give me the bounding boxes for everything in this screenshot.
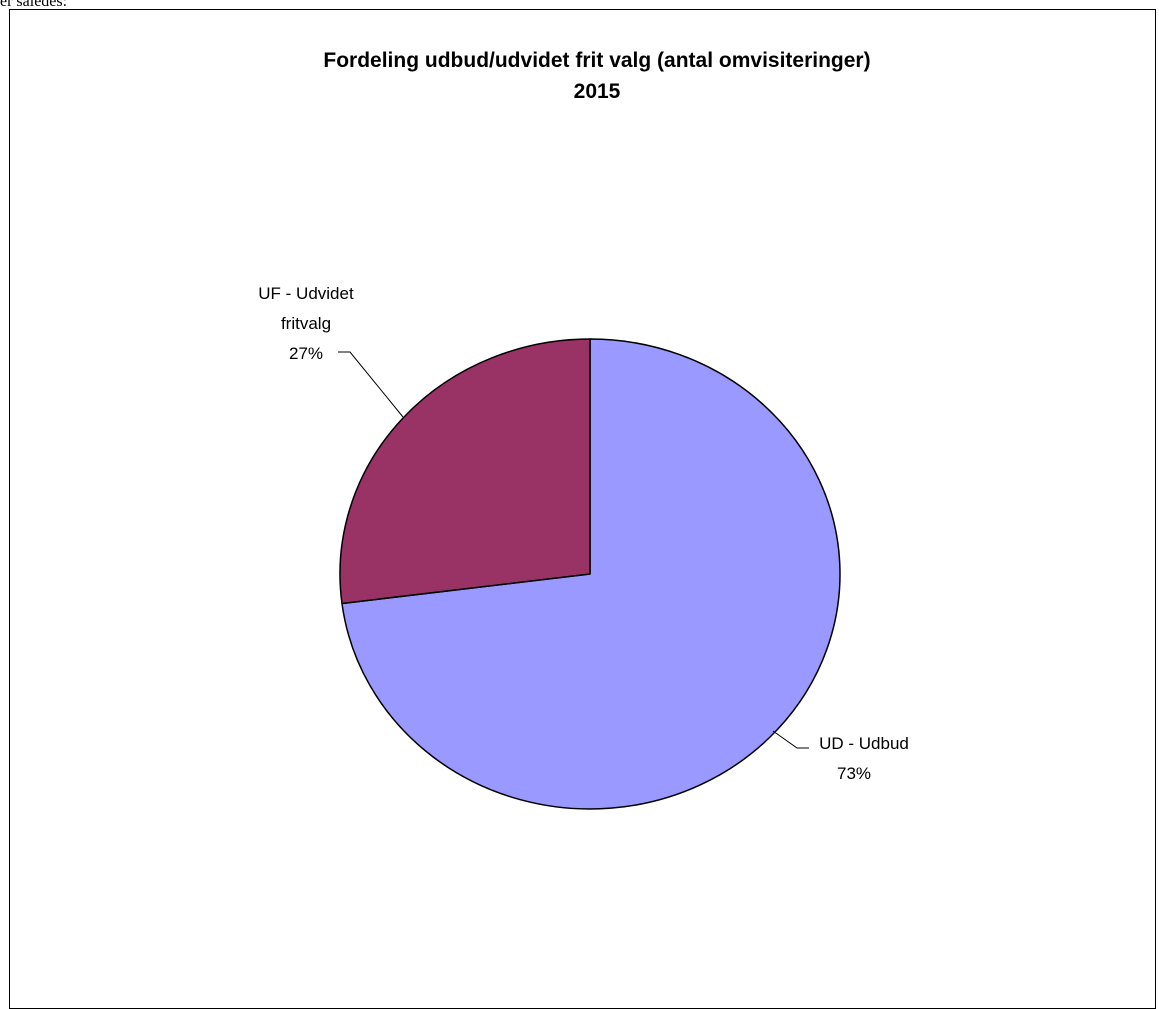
slice-label-uf-line-2: fritvalg (281, 314, 331, 333)
leader-line-uf (338, 351, 404, 418)
slice-percent-uf: 27% (289, 344, 323, 363)
slice-label-ud: UD - Udbud (819, 734, 909, 753)
leader-lines (338, 351, 809, 749)
pie-slices (339, 338, 841, 810)
document-text-fragment: er således: (0, 0, 68, 10)
slice-percent-ud: 73% (837, 764, 871, 783)
chart-title-line-1: Fordeling udbud/udvidet frit valg (antal… (323, 49, 870, 72)
slice-label-uf-line-1: UF - Udvidet (258, 284, 354, 303)
pie-slice-ud (341, 338, 841, 810)
pie-slice-uf (339, 338, 591, 605)
chart-title-line-2: 2015 (574, 80, 621, 103)
leader-line-ud (772, 730, 809, 749)
